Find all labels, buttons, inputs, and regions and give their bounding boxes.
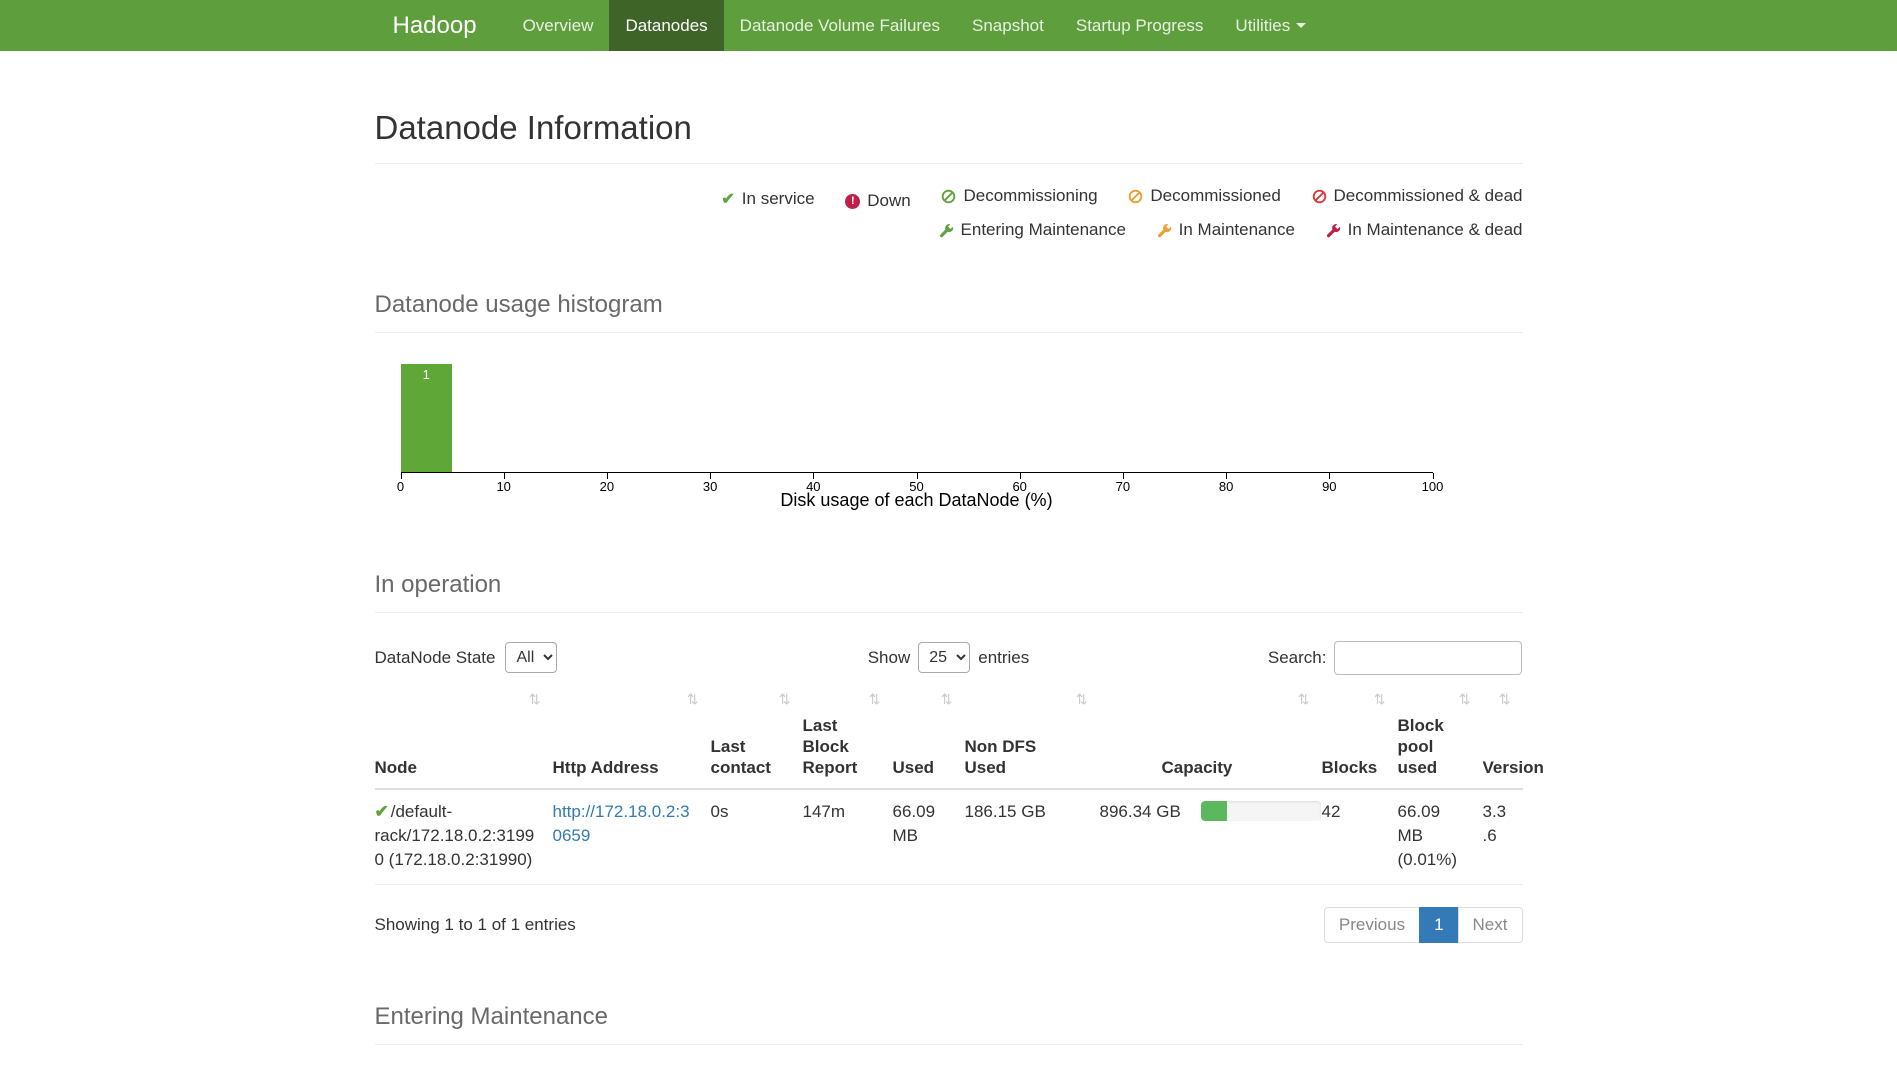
sort-icon: ⇅ [1498,690,1511,707]
sort-icon: ⇅ [1297,690,1310,707]
previous-page-button[interactable]: Previous [1323,906,1421,943]
pagination: Previous 1 Next [1323,906,1523,943]
legend-decommissioning: Decommissioning [941,186,1098,206]
legend-decommissioned-dead: Decommissioned & dead [1312,186,1523,206]
cell-used: 66.09 MB [892,789,965,885]
entering-maintenance-heading: Entering Maintenance [374,1003,1523,1045]
nav-item-snapshot[interactable]: Snapshot [972,15,1044,35]
x-axis-tick-labels: 0 10 20 30 40 50 60 70 80 90 100 [396,478,1444,494]
datanode-state-select[interactable]: All [505,642,558,673]
col-header-block-pool-used[interactable]: ⇅ Block pool used [1397,684,1483,791]
ban-circle-icon [1128,189,1143,204]
cell-non-dfs-used: 186.15 GB [964,789,1100,885]
sort-icon: ⇅ [686,690,699,707]
histogram-plot-area: 1 [400,363,1433,473]
legend-in-service: ✔ In service [721,188,815,208]
search-label: Search: [1267,647,1327,667]
cell-last-contact: 0s [710,789,803,885]
legend-in-maintenance-dead: In Maintenance & dead [1326,220,1523,240]
ban-circle-icon [941,189,956,204]
legend-decommissioned: Decommissioned [1128,186,1281,206]
table-row: ✔/default-rack/172.18.0.2:31990 (172.18.… [374,789,1523,885]
x-axis-label: Disk usage of each DataNode (%) [780,489,1053,510]
datanodes-table: ⇅ Node ⇅ Http Address ⇅ Last contact ⇅ Last … [374,684,1544,885]
show-label: Show [867,647,911,667]
cell-last-block-report: 147m [802,789,893,885]
capacity-progress-fill [1200,801,1228,822]
table-header-row: ⇅ Node ⇅ Http Address ⇅ Last contact ⇅ Last … [374,684,1544,791]
sort-icon: ⇅ [778,690,791,707]
legend-row-2: Entering Maintenance In Maintenance In M… [375,220,1523,243]
legend-in-maintenance: In Maintenance [1157,220,1295,240]
sort-icon: ⇅ [1458,690,1471,707]
ban-circle-icon [1312,189,1327,204]
datanode-usage-histogram: 1 0 10 20 30 40 50 60 70 80 90 100 Disk … [396,363,1444,511]
sort-icon: ⇅ [528,690,541,707]
col-header-blocks[interactable]: ⇅ Blocks [1321,684,1398,791]
exclamation-circle-icon [845,193,861,209]
legend-entering-maintenance: Entering Maintenance [939,220,1126,240]
http-address-link[interactable]: http://172.18.0.2:30659 [552,802,690,846]
page-title: Datanode Information [374,109,692,146]
cell-block-pool-used: 66.09 MB (0.01%) [1397,789,1483,885]
histogram-bar: 1 [400,363,453,472]
wrench-icon [1326,223,1341,238]
col-header-last-contact[interactable]: ⇅ Last contact [710,684,803,791]
legend-down: Down [845,191,911,211]
histogram-heading: Datanode usage histogram [374,291,1523,333]
cell-capacity: 896.34 GB [1099,789,1322,885]
nav-item-datanodes[interactable]: Datanodes [609,0,724,51]
x-axis-ticks [400,472,1434,479]
top-navbar: Hadoop Overview Datanodes Datanode Volum… [0,0,1897,51]
sort-icon: ⇅ [940,690,953,707]
page-length-select[interactable]: 25 [918,642,971,673]
brand-label: Hadoop [392,11,477,39]
sort-icon: ⇅ [868,690,881,707]
capacity-value: 896.34 GB [1099,802,1181,822]
table-controls: DataNode State All Show 25 entries Searc… [374,640,1523,675]
sort-icon: ⇅ [1075,690,1088,707]
col-header-version[interactable]: ⇅ Version [1482,684,1544,791]
cell-node: ✔/default-rack/172.18.0.2:31990 (172.18.… [374,789,553,885]
next-page-button[interactable]: Next [1457,906,1523,943]
nav-item-datanode-volume-failures[interactable]: Datanode Volume Failures [739,15,941,35]
nav-item-overview[interactable]: Overview [522,15,594,35]
search-input[interactable] [1334,640,1523,675]
legend-row-1: ✔ In service Down Decommissioning Decomm… [375,186,1523,211]
col-header-http-address[interactable]: ⇅ Http Address [552,684,711,791]
col-header-capacity[interactable]: ⇅ Capacity [1099,684,1322,791]
check-icon: ✔ [721,190,735,208]
col-header-used[interactable]: ⇅ Used [892,684,965,791]
col-header-non-dfs-used[interactable]: ⇅ Non DFS Used [964,684,1100,791]
capacity-progress-bar [1200,801,1321,822]
check-icon: ✔ [374,802,389,822]
nav-items: Overview Datanodes Datanode Volume Failu… [507,0,1323,51]
col-header-node[interactable]: ⇅ Node [374,684,553,791]
datanode-state-label: DataNode State [374,647,496,667]
title-divider [374,163,1523,164]
wrench-icon [1157,223,1172,238]
cell-http-address: http://172.18.0.2:30659 [552,789,711,885]
cell-blocks: 42 [1321,789,1398,885]
chevron-down-icon [1296,23,1307,28]
nav-item-utilities[interactable]: Utilities [1219,0,1322,51]
nav-item-startup-progress[interactable]: Startup Progress [1075,15,1204,35]
wrench-icon [939,223,954,238]
in-operation-heading: In operation [374,571,1523,613]
table-info-text: Showing 1 to 1 of 1 entries [374,914,576,934]
page-1-button[interactable]: 1 [1419,906,1459,943]
entries-label: entries [978,647,1030,667]
col-header-last-block-report[interactable]: ⇅ Last Block Report [802,684,893,791]
sort-icon: ⇅ [1373,690,1386,707]
cell-version: 3.3.6 [1482,789,1523,885]
node-state-legend: ✔ In service Down Decommissioning Decomm… [375,186,1523,243]
brand-hadoop[interactable]: Hadoop [377,0,493,51]
histogram-bar-count: 1 [422,366,430,382]
